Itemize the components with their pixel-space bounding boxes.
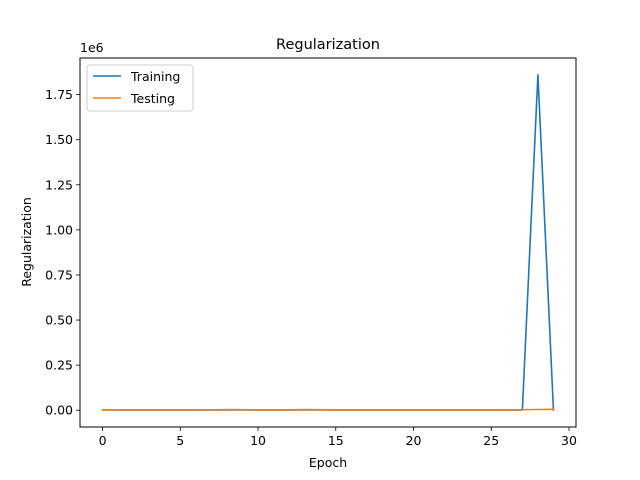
x-tick-label: 10 [250, 433, 266, 448]
x-tick-label: 20 [406, 433, 422, 448]
legend-label-testing: Testing [130, 91, 175, 106]
x-tick-label: 30 [561, 433, 577, 448]
y-tick-label: 1.25 [45, 177, 73, 192]
series-line-testing [101, 408, 555, 411]
legend-label-training: Training [130, 69, 180, 84]
plot-area [101, 73, 555, 411]
y-axis: 0.00 0.25 0.50 0.75 1.00 1.25 1.50 1.75 [45, 87, 80, 418]
y-offset-label: 1e6 [80, 40, 104, 55]
x-tick-label: 0 [99, 433, 107, 448]
y-tick-label: 0.25 [45, 358, 73, 373]
y-tick-label: 1.75 [45, 87, 73, 102]
y-tick-label: 0.75 [45, 267, 73, 282]
legend: Training Testing [86, 64, 194, 112]
y-axis-label: Regularization [19, 197, 34, 287]
y-tick-label: 0.00 [45, 403, 73, 418]
axes-frame [79, 57, 577, 428]
x-tick-label: 25 [483, 433, 499, 448]
chart-title: Regularization [276, 37, 380, 53]
x-tick-label: 15 [328, 433, 344, 448]
x-axis: 0 5 10 15 20 25 30 [99, 427, 577, 448]
y-tick-label: 1.00 [45, 222, 73, 237]
y-tick-label: 1.50 [45, 132, 73, 147]
x-axis-label: Epoch [309, 455, 347, 470]
y-tick-label: 0.50 [45, 313, 73, 328]
x-tick-label: 5 [176, 433, 184, 448]
